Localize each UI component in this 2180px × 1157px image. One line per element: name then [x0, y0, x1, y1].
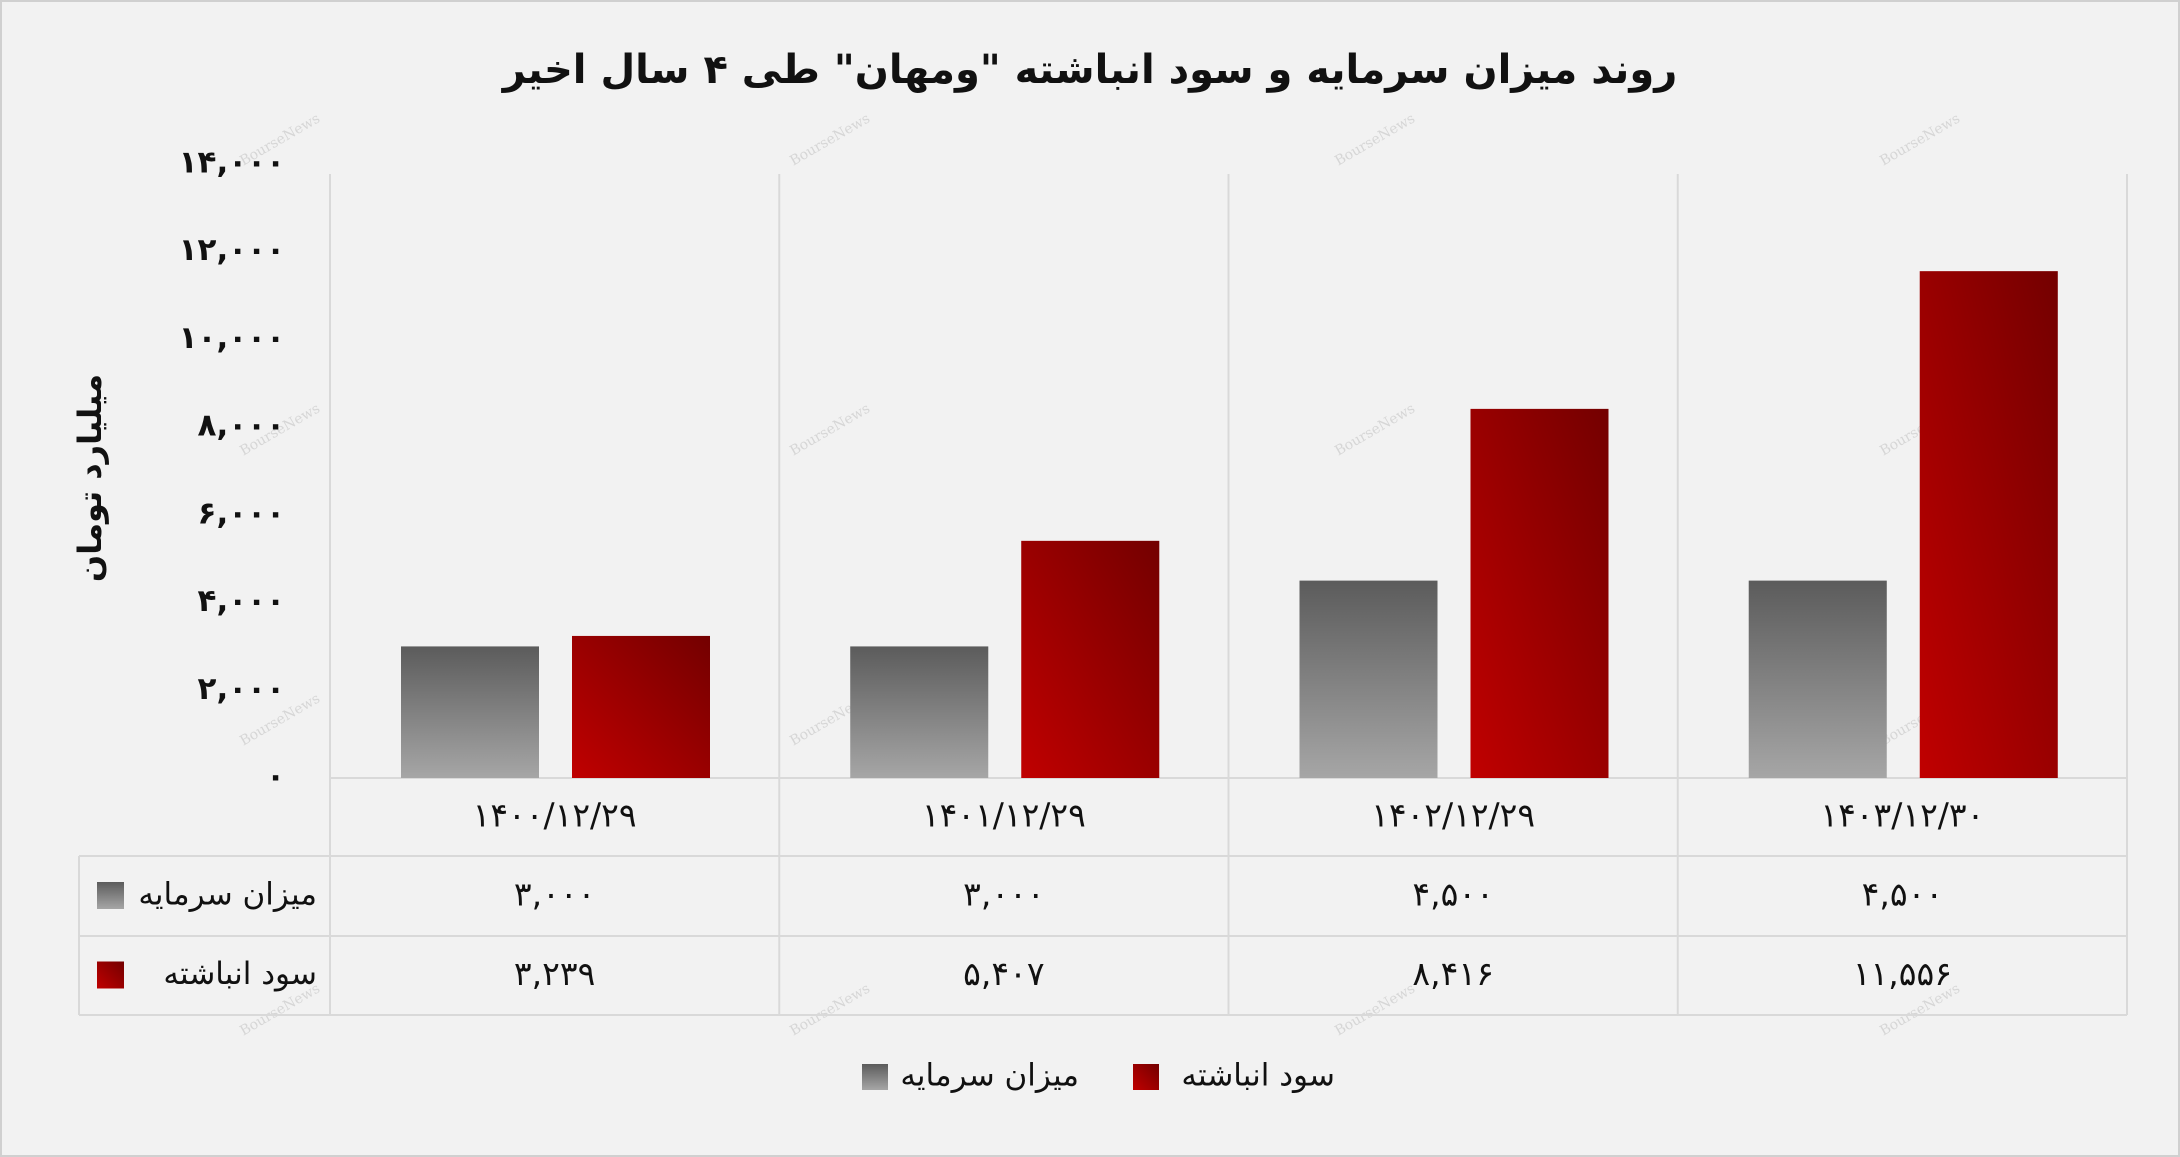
- table-value: ۴,۵۰۰: [1862, 875, 1943, 914]
- chart-title: روند میزان سرمایه و سود انباشته "ومهان" …: [501, 47, 1677, 93]
- table-value: ۴,۵۰۰: [1412, 875, 1493, 914]
- bar-shade: [1021, 540, 1160, 778]
- y-tick-label: ۱۰,۰۰۰: [179, 320, 285, 356]
- x-tick-label: ۱۴۰۲/۱۲/۲۹: [1371, 796, 1535, 835]
- bar-shade: [1299, 580, 1438, 778]
- bar-shade: [1470, 408, 1609, 778]
- y-tick-label: ۶,۰۰۰: [198, 495, 285, 531]
- table-value: ۳,۲۳۹: [514, 954, 595, 993]
- legend-swatch-shade: [97, 882, 124, 909]
- bar-shade: [1748, 580, 1887, 778]
- legend-swatch-shade: [1133, 1064, 1159, 1090]
- y-tick-label: ۱۴,۰۰۰: [179, 145, 285, 181]
- table-value: ۳,۰۰۰: [514, 875, 595, 914]
- x-tick-label: ۱۴۰۱/۱۲/۲۹: [922, 796, 1086, 835]
- y-axis-label: میلیارد تومان: [71, 374, 109, 582]
- y-tick-label: ۸,۰۰۰: [198, 408, 285, 444]
- x-tick-label: ۱۴۰۰/۱۲/۲۹: [473, 796, 637, 835]
- table-value: ۱۱,۵۵۶: [1853, 954, 1952, 993]
- y-tick-label: ۲,۰۰۰: [198, 671, 285, 707]
- legend-label: میزان سرمایه: [900, 1058, 1079, 1094]
- legend-label: سود انباشته: [1181, 1058, 1335, 1094]
- x-tick-label: ۱۴۰۳/۱۲/۳۰: [1820, 796, 1984, 835]
- y-tick-label: ۴,۰۰۰: [198, 583, 285, 619]
- legend-swatch-shade: [862, 1064, 888, 1090]
- bar-shade: [572, 635, 710, 778]
- bar-shade: [1919, 271, 2058, 778]
- y-tick-label: ۰: [266, 759, 285, 795]
- table-value: ۵,۴۰۷: [963, 954, 1044, 993]
- legend-swatch-shade: [97, 961, 124, 989]
- table-value: ۳,۰۰۰: [963, 875, 1044, 914]
- row-header: میزان سرمایه: [138, 877, 317, 913]
- table-value: ۸,۴۱۶: [1412, 954, 1493, 993]
- bar-shade: [401, 646, 539, 778]
- row-header: سود انباشته: [163, 956, 317, 992]
- bar-shade: [850, 646, 989, 778]
- y-tick-label: ۱۲,۰۰۰: [179, 232, 285, 268]
